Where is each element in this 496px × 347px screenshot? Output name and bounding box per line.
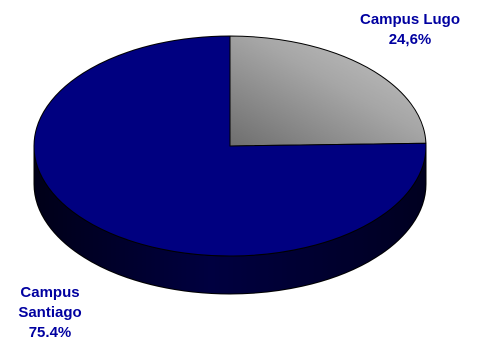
slice-label-lugo-value: 24,6% — [388, 31, 432, 48]
slice-label-santiago: Campus Santiago 75.4% — [0, 283, 100, 343]
pie-slice-1 — [33, 35, 427, 257]
slice-label-lugo-name: Campus Lugo — [360, 11, 460, 28]
pie-group — [33, 35, 427, 295]
slice-label-santiago-line1: Campus — [20, 284, 80, 301]
slice-label-santiago-value: 75.4% — [28, 324, 72, 341]
pie-slice-0 — [229, 35, 427, 147]
slice-label-lugo: Campus Lugo 24,6% — [330, 10, 490, 50]
slice-label-santiago-line2: Santiago — [18, 304, 82, 321]
